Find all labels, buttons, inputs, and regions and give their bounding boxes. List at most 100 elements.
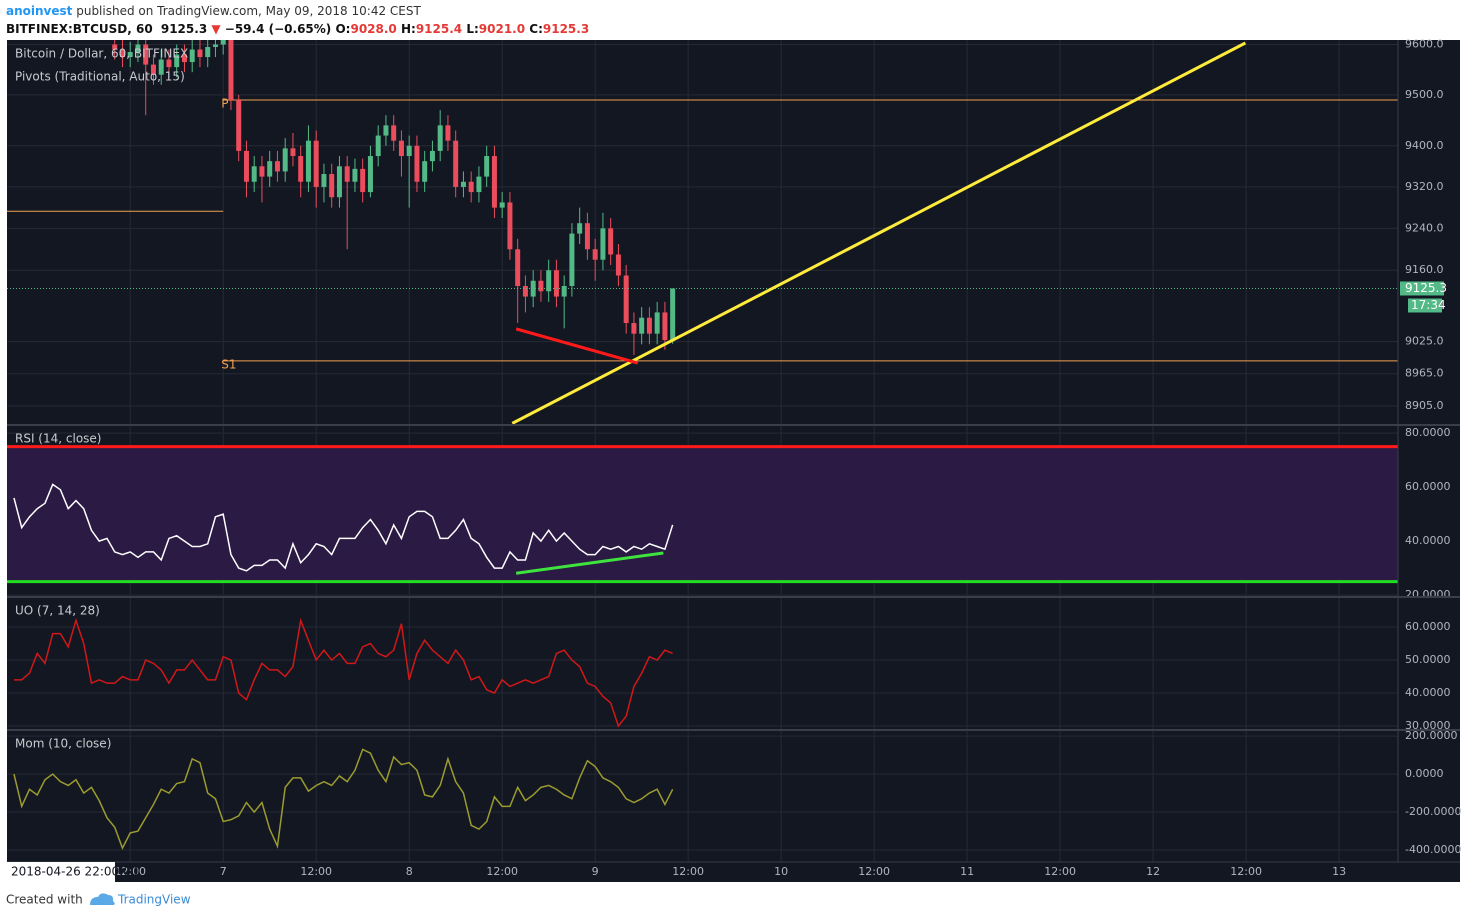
candle-body [267, 161, 273, 177]
x-tick-label: 12:00 [858, 865, 890, 878]
x-tick-label: 12 [1146, 865, 1160, 878]
x-tick-label: 11 [960, 865, 974, 878]
candle-body [429, 150, 435, 162]
indicator-line [13, 617, 673, 728]
candle-body [174, 54, 180, 68]
y-tick-label: 9500.0 [1405, 88, 1444, 101]
candle-body [437, 125, 443, 151]
footer-text: Created with [6, 893, 83, 907]
ohlc-value: 9021.0 [479, 22, 525, 36]
candle-body [414, 145, 420, 182]
y-tick-label: 9025.0 [1405, 335, 1444, 348]
y-tick-label: 60.0000 [1405, 480, 1451, 493]
candle-body [623, 275, 629, 324]
candle-body [367, 156, 373, 193]
candle-body [150, 64, 156, 75]
symbol: BITFINEX:BTCUSD, 60 [6, 22, 153, 36]
pivot-label: P [221, 96, 228, 110]
trend-line [515, 551, 664, 575]
candle-body [569, 233, 575, 287]
ohlc-key: O: [335, 22, 350, 36]
ohlc-value: 9125.3 [543, 22, 589, 36]
pane [7, 425, 1398, 597]
candle-body [143, 44, 149, 65]
change-arrow: ▼ [211, 22, 221, 36]
candle-body [631, 323, 637, 334]
x-tick-label: 12:00 [1230, 865, 1262, 878]
band-fill [7, 446, 1398, 582]
candle-body [499, 202, 505, 208]
trend-line [511, 41, 1247, 425]
candle-body [352, 168, 358, 182]
x-tick-label: 12:00 [114, 865, 146, 878]
candle-body [251, 166, 257, 182]
candle-body [236, 99, 242, 151]
brand-icon [90, 893, 115, 905]
candle-body [646, 317, 652, 334]
last-price-label: 9125.3 [1405, 281, 1447, 295]
candle-body [290, 148, 296, 157]
candle-body [220, 40, 226, 45]
ohlc-key: H: [401, 22, 416, 36]
candle-body [546, 270, 552, 292]
x-tick-label: 12:00 [486, 865, 518, 878]
candle-body [181, 54, 187, 63]
candle-body [119, 49, 125, 58]
y-tick-label: 20.0000 [1405, 588, 1451, 601]
candle-body [313, 140, 319, 187]
y-tick-label: 40.0000 [1405, 534, 1451, 547]
last-price: 9125.3 [161, 22, 207, 36]
pane-title: UO (7, 14, 28) [15, 604, 100, 618]
candle-body [507, 202, 513, 250]
cursor-date: 2018-04-26 22:00:00 [11, 865, 138, 879]
candle-body [460, 181, 466, 187]
y-tick-label: 9160.0 [1405, 263, 1444, 276]
candle-body [445, 125, 451, 141]
pane-title: RSI (14, close) [15, 432, 101, 446]
x-tick-label: 12:00 [672, 865, 704, 878]
candle-body [298, 156, 304, 182]
candle-body [553, 270, 559, 297]
last-price-box [1400, 281, 1444, 296]
ohlc-key: L: [466, 22, 478, 36]
indicator-line [13, 748, 674, 850]
published: published on TradingView.com, May 09, 20… [76, 4, 421, 18]
pane-title: Mom (10, close) [15, 737, 111, 751]
candle-body [274, 161, 280, 172]
candle-body [375, 135, 381, 157]
y-tick-label: 40.0000 [1405, 686, 1451, 699]
pane [7, 597, 1398, 730]
footer-brand[interactable]: TradingView [117, 893, 191, 907]
x-tick-label: 9 [592, 865, 599, 878]
pane: P S1 [7, 40, 1398, 425]
candle-body [228, 40, 234, 100]
candle-body [383, 125, 389, 136]
candle-body [468, 181, 474, 193]
y-tick-label: 8965.0 [1405, 367, 1444, 380]
candle-body [212, 44, 218, 48]
candle-body [127, 52, 133, 58]
ohlc-value: 9125.4 [416, 22, 462, 36]
candle-body [522, 286, 528, 297]
candle-body [406, 145, 412, 157]
candle-body [321, 174, 327, 187]
author[interactable]: anoinvest [6, 4, 73, 18]
y-tick-label: 60.0000 [1405, 620, 1451, 633]
y-tick-label: 9240.0 [1405, 221, 1444, 234]
y-tick-label: 9320.0 [1405, 180, 1444, 193]
candle-body [639, 317, 645, 334]
candle-body [398, 140, 404, 157]
candle-body [305, 140, 311, 182]
y-tick-label: 80.0000 [1405, 426, 1451, 439]
trend-line [515, 327, 639, 365]
y-tick-label: 9400.0 [1405, 139, 1444, 152]
candle-body [530, 280, 536, 297]
pane-title: Bitcoin / Dollar, 60, BITFINEX [15, 47, 188, 61]
x-tick-label: 13 [1332, 865, 1346, 878]
y-tick-label: 200.0000 [1405, 729, 1458, 742]
ohlc-key: C: [529, 22, 543, 36]
candle-body [422, 161, 428, 182]
candle-body [336, 166, 342, 198]
x-tick-label: 12:00 [1044, 865, 1076, 878]
x-tick-label: 10 [774, 865, 788, 878]
